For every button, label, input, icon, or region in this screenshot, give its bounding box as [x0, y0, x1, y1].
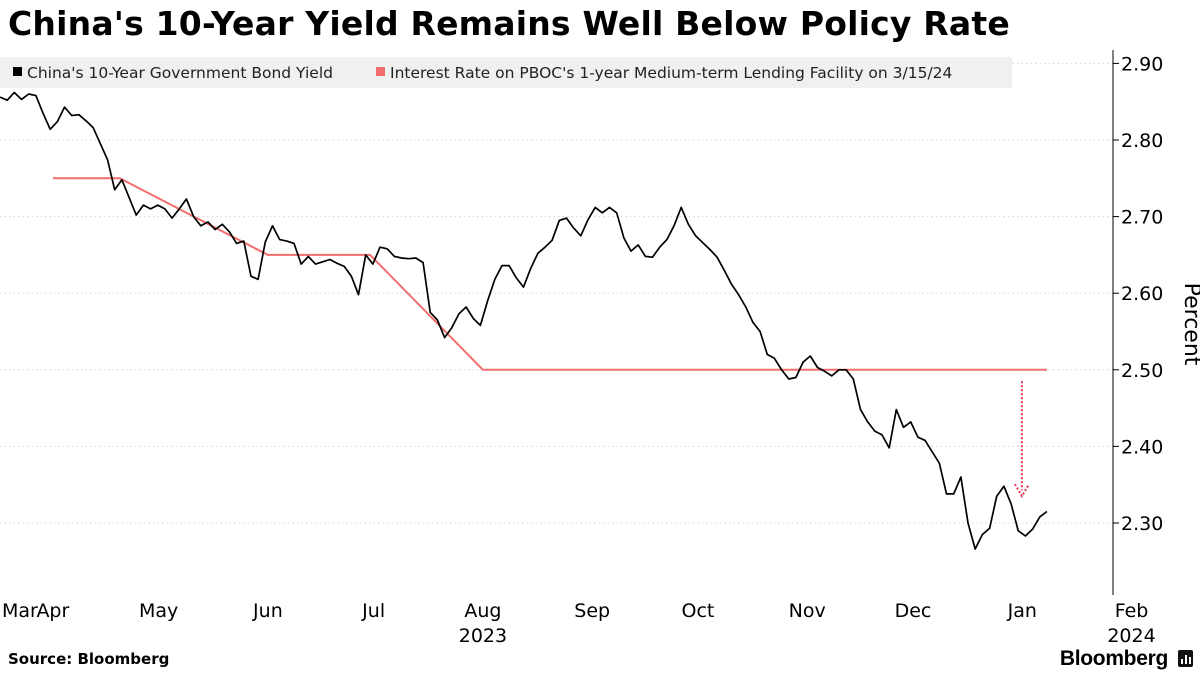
x-tick-label: Sep: [574, 600, 610, 622]
x-tick-label: Jan: [1007, 600, 1037, 622]
x-year-label: 2023: [459, 625, 507, 647]
x-tick-label: Jul: [361, 600, 385, 622]
gridlines: [0, 62, 1113, 524]
legend-swatch-yield: [13, 67, 22, 76]
source-note: Source: Bloomberg: [8, 650, 170, 668]
y-tick-label: 2.30: [1121, 513, 1163, 535]
legend-label-yield: China's 10-Year Government Bond Yield: [27, 64, 333, 82]
axes: Percent: [1112, 50, 1200, 595]
legend-label-rate: Interest Rate on PBOC's 1-year Medium-te…: [390, 64, 952, 82]
chart-title: China's 10-Year Yield Remains Well Below…: [8, 4, 1010, 43]
x-tick-label: Aug: [464, 600, 501, 622]
y-tick-label: 2.50: [1121, 360, 1163, 382]
x-tick-labels: MarAprMayJunJulAugSepOctNovDecJanFebMar2…: [2, 600, 1156, 647]
y-tick-label: 2.70: [1121, 207, 1163, 229]
y-axis-label: Percent: [1179, 283, 1200, 366]
x-tick-label: Nov: [789, 600, 826, 622]
series-line-10y-yield: [0, 91, 1048, 550]
y-tick-label: 2.80: [1121, 130, 1163, 152]
x-tick-label: Feb: [1115, 600, 1149, 622]
x-tick-label: Jun: [252, 600, 283, 622]
x-year-label: 2024: [1107, 625, 1155, 647]
series-line-mlf-rate: [52, 177, 1047, 371]
legend-swatch-rate: [376, 67, 385, 76]
y-tick-label: 2.90: [1121, 53, 1163, 75]
legend-background: [0, 57, 1012, 88]
y-tick-labels: 2.30 2.40 2.50 2.60 2.70 2.80 2.90: [1113, 53, 1163, 535]
legend: China's 10-Year Government Bond Yield In…: [0, 57, 1012, 88]
x-tick-label: Apr: [36, 600, 69, 622]
bloomberg-logo: Bloomberg: [1059, 647, 1168, 670]
x-tick-label: May: [139, 600, 178, 622]
y-tick-label: 2.60: [1121, 283, 1163, 305]
annotation: [1014, 381, 1030, 499]
x-tick-label: Dec: [895, 600, 932, 622]
y-tick-label: 2.40: [1121, 436, 1163, 458]
series-lines: [0, 91, 1048, 550]
x-tick-label: Oct: [682, 600, 715, 622]
bloomberg-terminal-icon: [1178, 650, 1193, 667]
x-tick-label: Mar: [2, 600, 38, 622]
arrow-head: [1014, 483, 1030, 499]
